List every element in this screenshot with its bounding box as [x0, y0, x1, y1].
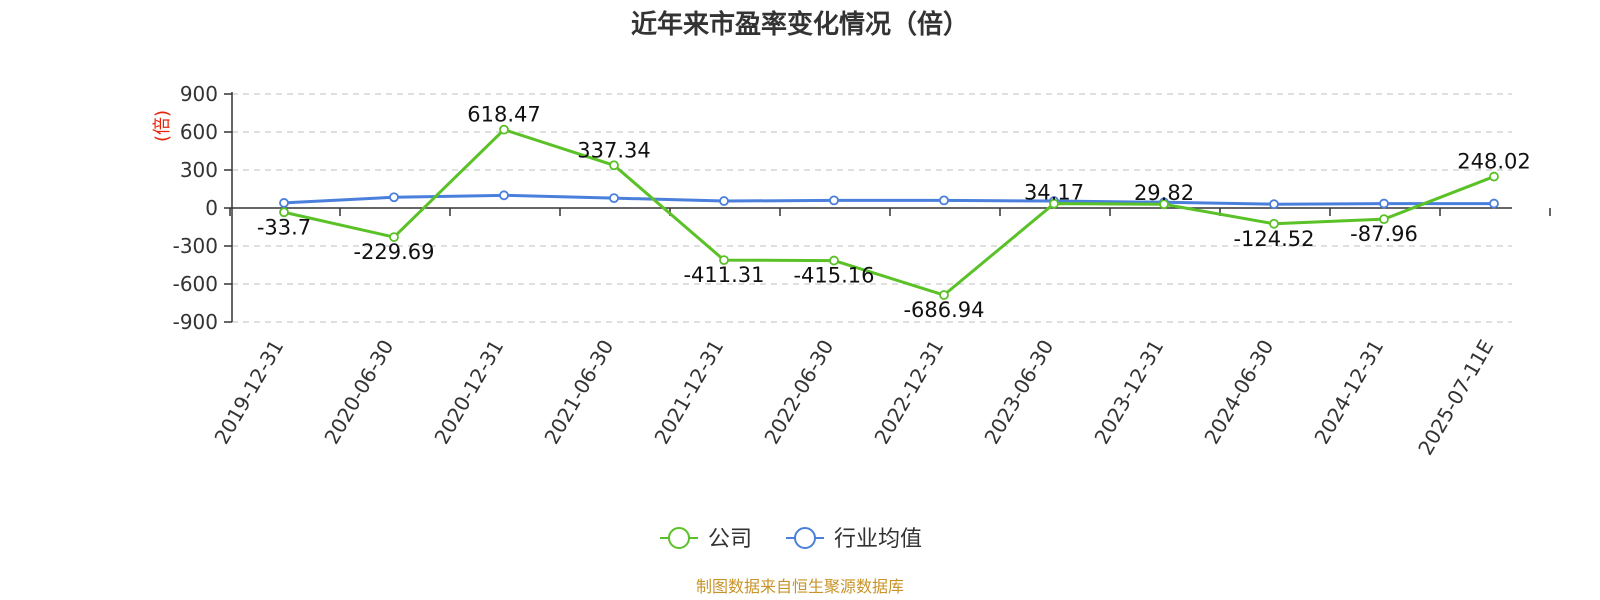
y-tick-label: 0: [205, 196, 218, 220]
industry-average-point: [609, 193, 619, 204]
y-tick-labels: 900 600 300 0 -300 -600 -900: [173, 82, 218, 334]
legend-industry-label: 行业均值: [834, 527, 922, 552]
legend-item-company[interactable]: 公司: [660, 527, 752, 552]
x-tick-label: 2021-06-30: [539, 336, 618, 449]
data-label: 337.34: [577, 138, 650, 162]
company-point: [279, 207, 289, 218]
industry-average-line: [283, 193, 1494, 206]
legend: 公司 行业均值: [660, 527, 922, 552]
data-label: -686.94: [903, 298, 984, 322]
x-tick-label: 2022-06-30: [759, 336, 838, 449]
y-tick-label: -900: [173, 310, 218, 334]
y-axis-unit-label: (倍): [152, 110, 173, 142]
data-label: -415.16: [793, 264, 874, 288]
y-tick-label: -300: [173, 234, 218, 258]
data-label: -87.96: [1350, 222, 1418, 246]
company-point: [389, 232, 399, 242]
data-label: 248.02: [1457, 150, 1530, 174]
legend-item-industry-average[interactable]: 行业均值: [786, 527, 922, 552]
y-tick-label: 900: [180, 82, 218, 106]
x-tick-label: 2022-12-31: [869, 336, 948, 449]
x-tick-label: 2024-06-30: [1199, 336, 1278, 449]
data-label: -229.69: [353, 240, 434, 264]
x-tick-labels: 2019-12-31 2020-06-30 2020-12-31 2021-06-30…: [209, 336, 1498, 460]
industry-average-point: [1269, 199, 1279, 210]
legend-company-label: 公司: [708, 527, 752, 552]
industry-average-point: [719, 196, 729, 206]
x-tick-label: 2024-12-31: [1309, 336, 1388, 449]
x-tick-label: 2025-07-11E: [1413, 336, 1498, 460]
chart-title: 近年来市盈率变化情况（倍）: [631, 9, 969, 40]
y-tick-label: 300: [180, 158, 218, 182]
x-tick-label: 2023-06-30: [979, 336, 1058, 449]
company-point: [1269, 218, 1279, 229]
industry-average-point: [1379, 198, 1389, 209]
data-source-note: 制图数据来自恒生聚源数据库: [696, 577, 904, 596]
company-point: [499, 124, 509, 135]
x-tick-label: 2023-12-31: [1089, 336, 1168, 449]
x-tick-label: 2021-12-31: [649, 336, 728, 449]
company-point: [1049, 198, 1059, 209]
gridlines: [232, 93, 1512, 323]
company-point: [1379, 214, 1389, 225]
company-point: [719, 255, 729, 265]
company-line: [283, 128, 1495, 297]
legend-company-marker: [668, 527, 690, 549]
industry-average-point: [829, 195, 839, 206]
series-lines: [279, 124, 1499, 300]
data-label: -124.52: [1233, 227, 1314, 251]
company-point: [1489, 171, 1499, 182]
y-tick-label: -600: [173, 272, 218, 296]
data-labels: -33.7 -229.69 618.47 337.34 -411.31 -415.16 -6…: [257, 103, 1531, 322]
company-point: [829, 255, 839, 266]
company-point: [939, 290, 949, 300]
data-label: -411.31: [683, 263, 764, 287]
data-label: 34.17: [1024, 181, 1084, 205]
x-tick-label: 2020-06-30: [319, 336, 398, 449]
legend-industry-marker: [794, 527, 816, 549]
data-label: -33.7: [257, 215, 311, 239]
data-label: 618.47: [467, 103, 540, 127]
company-point: [609, 160, 619, 171]
x-tick-label: 2020-12-31: [429, 336, 508, 449]
industry-average-point: [939, 195, 949, 206]
y-tick-label: 600: [180, 120, 218, 144]
industry-average-point: [389, 192, 399, 203]
x-tick-label: 2019-12-31: [209, 336, 288, 449]
company-point: [1159, 199, 1169, 210]
data-label: 29.82: [1134, 181, 1194, 205]
industry-average-point: [499, 190, 509, 201]
industry-average-point: [279, 198, 289, 208]
industry-average-point: [1489, 198, 1499, 209]
